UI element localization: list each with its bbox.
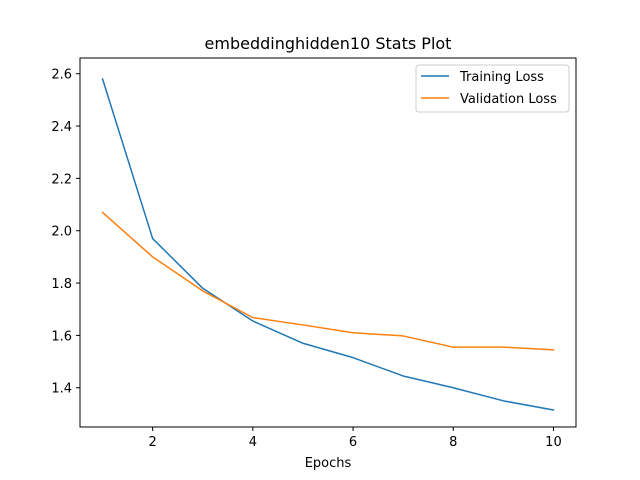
x-tick-label: 8 <box>449 435 457 450</box>
series-line-training-loss <box>101 77 555 411</box>
plot-area <box>101 77 555 411</box>
y-tick-label: 2.6 <box>51 68 72 83</box>
x-tick-label: 2 <box>149 435 157 450</box>
x-tick-label: 4 <box>249 435 257 450</box>
series-line-validation-loss <box>101 211 555 351</box>
legend-box <box>415 64 570 113</box>
axes-frame <box>79 57 577 428</box>
y-tick-label: 1.6 <box>51 329 72 344</box>
axis-ticks: 2 4 6 8 10 1.4 1.6 1.8 2.0 2.2 2.4 2.6 <box>51 68 561 450</box>
y-tick-label: 1.8 <box>51 277 72 292</box>
x-tick-label: 6 <box>349 435 357 450</box>
legend-label-training-loss: Training Loss <box>459 70 544 85</box>
chart-title: embeddinghidden10 Stats Plot <box>205 34 452 53</box>
legend: Training Loss Validation Loss <box>415 64 570 113</box>
y-tick-label: 2.0 <box>51 225 72 240</box>
x-tick-label: 10 <box>545 435 562 450</box>
x-axis-title: Epochs <box>305 456 352 471</box>
y-tick-label: 1.4 <box>51 382 72 397</box>
y-tick-label: 2.2 <box>51 172 72 187</box>
y-tick-label: 2.4 <box>51 120 72 135</box>
legend-label-validation-loss: Validation Loss <box>460 92 557 107</box>
